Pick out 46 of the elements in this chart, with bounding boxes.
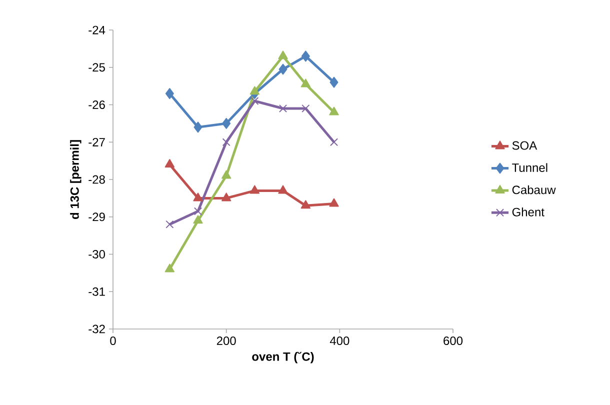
point	[300, 78, 310, 88]
point	[222, 170, 232, 179]
point	[222, 118, 231, 129]
point	[164, 264, 174, 272]
y-tick-label: -29	[88, 212, 105, 222]
point	[278, 104, 288, 113]
y-tick-label: -31	[88, 287, 105, 296]
point	[222, 192, 232, 202]
legend-label: Cabauw	[512, 185, 556, 194]
point	[329, 198, 339, 207]
y-tick-label: -32	[88, 324, 105, 334]
y-tick-label: -25	[88, 63, 105, 72]
x-tick-label: 400	[330, 336, 350, 346]
x-tick-label: 200	[216, 336, 236, 346]
point	[250, 86, 260, 95]
point	[301, 50, 310, 62]
y-tick-label: -27	[88, 138, 105, 146]
x-tick-label: 600	[444, 336, 463, 346]
point	[164, 159, 174, 168]
point	[302, 104, 310, 113]
x-tick-label: 0	[110, 336, 116, 346]
y-tick-label: -26	[88, 100, 105, 109]
point	[330, 76, 338, 88]
point	[250, 185, 260, 194]
point	[278, 64, 288, 75]
x-axis-title: oven T (˘C)	[252, 352, 314, 364]
y-tick-label: -24	[88, 26, 106, 34]
point	[278, 50, 288, 60]
legend-label: Ghent	[512, 208, 544, 216]
point	[193, 192, 203, 202]
point	[166, 220, 174, 228]
point	[278, 185, 288, 194]
point	[300, 200, 310, 209]
point	[222, 138, 230, 146]
point	[194, 207, 202, 216]
legend-label: SOA	[512, 141, 538, 150]
point	[193, 215, 203, 224]
point	[250, 96, 259, 106]
point	[194, 122, 202, 133]
point	[329, 106, 339, 116]
y-tick-label: -28	[88, 175, 105, 184]
y-axis-title: d 13C [permil]	[70, 140, 82, 220]
point	[330, 138, 338, 146]
y-tick-label: -30	[88, 250, 106, 258]
legend-label: Tunnel	[512, 163, 548, 172]
point	[165, 88, 174, 100]
